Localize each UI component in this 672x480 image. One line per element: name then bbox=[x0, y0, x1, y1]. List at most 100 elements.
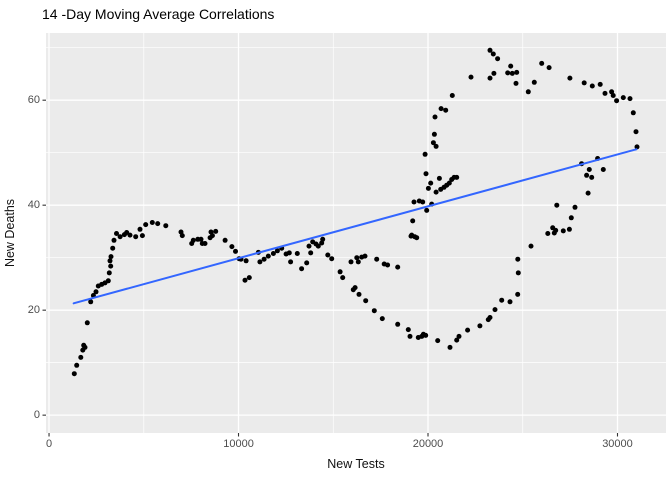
data-point bbox=[528, 243, 534, 249]
data-point bbox=[149, 220, 155, 225]
data-point bbox=[105, 278, 111, 284]
data-point bbox=[491, 70, 497, 76]
data-point bbox=[190, 237, 196, 243]
x-tick-label: 10000 bbox=[223, 438, 254, 450]
data-point bbox=[597, 81, 603, 87]
data-point bbox=[137, 226, 143, 232]
data-point bbox=[133, 234, 139, 240]
data-point bbox=[374, 256, 380, 262]
data-point bbox=[407, 333, 413, 339]
data-point bbox=[306, 243, 312, 249]
data-point bbox=[348, 259, 354, 265]
data-point bbox=[274, 248, 280, 254]
data-point bbox=[507, 299, 513, 305]
data-point bbox=[600, 167, 606, 172]
data-point bbox=[209, 233, 215, 239]
data-point bbox=[325, 252, 331, 258]
plot-panel bbox=[42, 33, 666, 437]
data-point bbox=[630, 110, 636, 116]
data-point bbox=[495, 56, 501, 62]
data-point bbox=[299, 266, 305, 272]
data-point bbox=[553, 227, 559, 233]
data-point bbox=[385, 262, 391, 268]
data-point bbox=[456, 333, 462, 339]
y-tick-label: 40 bbox=[27, 199, 40, 212]
data-point bbox=[163, 223, 169, 229]
data-point bbox=[143, 222, 149, 228]
data-point bbox=[513, 80, 519, 86]
data-point bbox=[525, 89, 531, 95]
data-point bbox=[433, 143, 439, 149]
x-tick-label: 0 bbox=[45, 438, 53, 450]
data-point bbox=[634, 144, 640, 150]
data-point bbox=[363, 298, 369, 304]
data-point bbox=[423, 171, 429, 177]
data-point bbox=[294, 251, 300, 256]
data-point bbox=[584, 172, 590, 178]
data-point bbox=[449, 93, 455, 98]
data-point bbox=[424, 207, 430, 213]
data-point bbox=[410, 218, 416, 224]
data-point bbox=[477, 323, 483, 329]
data-point bbox=[539, 60, 545, 66]
trend-line bbox=[72, 148, 638, 305]
scatter-plot-svg bbox=[42, 33, 666, 437]
data-point bbox=[88, 299, 94, 305]
data-point bbox=[431, 131, 437, 137]
data-point bbox=[288, 259, 294, 265]
data-point bbox=[233, 248, 238, 254]
data-point bbox=[602, 90, 608, 96]
data-point bbox=[567, 75, 573, 81]
data-point bbox=[179, 233, 185, 239]
data-point bbox=[515, 291, 521, 297]
data-point bbox=[514, 69, 520, 75]
data-point bbox=[465, 327, 471, 333]
data-point bbox=[315, 243, 321, 249]
data-point bbox=[405, 327, 411, 333]
data-point bbox=[395, 321, 401, 327]
data-point bbox=[84, 320, 90, 326]
data-point bbox=[71, 371, 77, 377]
data-point bbox=[352, 285, 358, 291]
data-point bbox=[585, 190, 591, 196]
data-point bbox=[566, 226, 572, 232]
data-point bbox=[423, 332, 429, 338]
chart-title: 14 -Day Moving Average Correlations bbox=[42, 6, 275, 22]
x-tick-label: 20000 bbox=[412, 438, 444, 450]
data-point bbox=[505, 70, 511, 76]
data-point bbox=[202, 241, 208, 246]
x-axis-title: New Tests bbox=[327, 457, 385, 471]
data-point bbox=[354, 255, 360, 261]
data-point bbox=[265, 253, 271, 259]
data-point bbox=[329, 256, 335, 262]
data-point bbox=[371, 308, 377, 314]
data-point bbox=[435, 338, 441, 344]
data-point bbox=[340, 275, 346, 281]
data-point bbox=[454, 337, 460, 343]
data-point bbox=[499, 297, 505, 303]
data-point bbox=[589, 174, 595, 180]
data-point bbox=[446, 180, 452, 186]
data-point bbox=[93, 289, 99, 295]
data-point bbox=[308, 250, 314, 256]
data-point bbox=[337, 269, 343, 275]
data-point bbox=[108, 263, 114, 269]
data-point bbox=[515, 256, 521, 262]
data-point bbox=[82, 344, 88, 350]
data-point bbox=[286, 250, 292, 256]
data-point bbox=[411, 199, 417, 205]
data-point bbox=[395, 264, 401, 270]
data-point bbox=[438, 106, 444, 112]
data-point bbox=[610, 93, 616, 98]
data-point bbox=[420, 199, 426, 205]
data-point bbox=[508, 63, 514, 69]
data-point bbox=[74, 362, 80, 368]
data-point bbox=[242, 277, 248, 283]
data-point bbox=[560, 228, 566, 234]
data-point bbox=[78, 354, 84, 360]
data-point bbox=[246, 275, 252, 281]
data-point bbox=[111, 237, 117, 243]
data-point bbox=[432, 114, 438, 120]
data-point bbox=[492, 307, 498, 313]
